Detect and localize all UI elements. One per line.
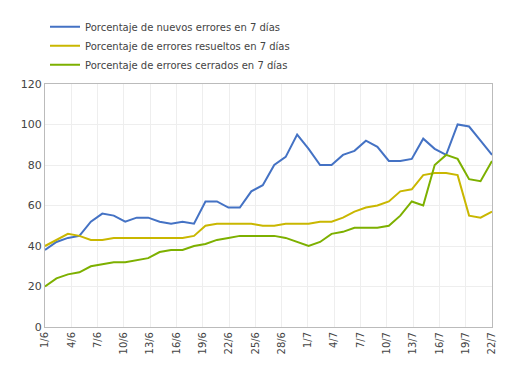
svg-text:19/7: 19/7 [460, 332, 471, 354]
svg-text:10/7: 10/7 [381, 332, 392, 354]
svg-text:16/7: 16/7 [434, 332, 445, 354]
svg-text:7/7: 7/7 [355, 332, 366, 348]
svg-text:10/6: 10/6 [118, 332, 129, 354]
svg-text:4/7: 4/7 [328, 332, 339, 348]
svg-text:Porcentaje de errores resuelto: Porcentaje de errores resueltos en 7 día… [85, 41, 290, 52]
svg-text:7/6: 7/6 [92, 332, 103, 348]
svg-text:Porcentaje de errores cerrados: Porcentaje de errores cerrados en 7 días [85, 60, 287, 71]
svg-text:4/6: 4/6 [66, 332, 77, 348]
svg-text:1/7: 1/7 [302, 332, 313, 348]
svg-text:20: 20 [28, 280, 42, 293]
svg-text:60: 60 [28, 199, 42, 212]
svg-text:16/6: 16/6 [171, 332, 182, 354]
svg-text:120: 120 [21, 78, 42, 91]
svg-text:22/6: 22/6 [223, 332, 234, 354]
svg-text:19/6: 19/6 [197, 332, 208, 354]
svg-text:Porcentaje de nuevos errores e: Porcentaje de nuevos errores en 7 días [85, 22, 280, 33]
svg-text:22/7: 22/7 [486, 332, 497, 354]
svg-text:28/6: 28/6 [276, 332, 287, 354]
svg-text:100: 100 [21, 118, 42, 131]
svg-text:13/7: 13/7 [407, 332, 418, 354]
svg-text:0: 0 [35, 321, 42, 334]
svg-text:25/6: 25/6 [250, 332, 261, 354]
svg-text:40: 40 [28, 240, 42, 253]
svg-text:1/6: 1/6 [39, 332, 50, 348]
svg-text:13/6: 13/6 [144, 332, 155, 354]
svg-text:80: 80 [28, 159, 42, 172]
